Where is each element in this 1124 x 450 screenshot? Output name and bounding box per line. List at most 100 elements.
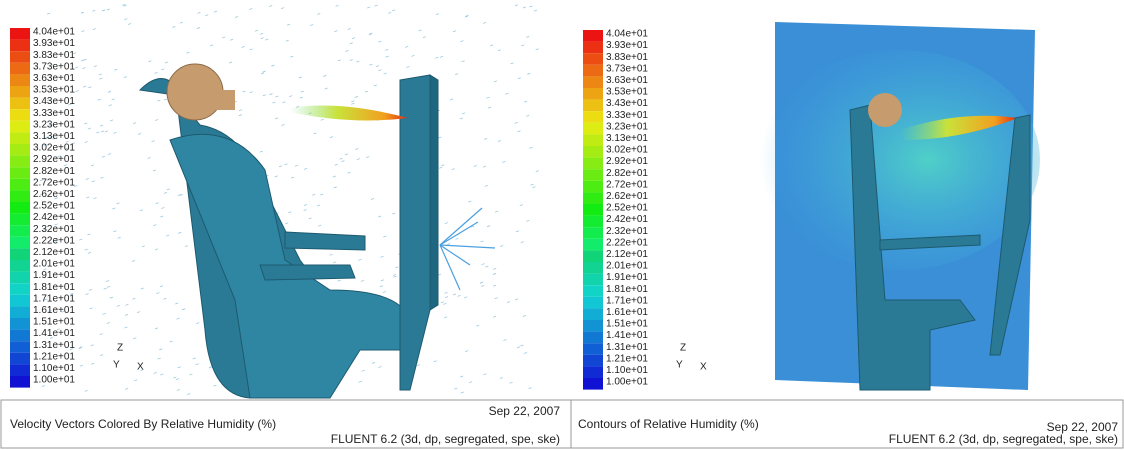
vector xyxy=(362,370,365,371)
vector xyxy=(81,60,84,61)
vector xyxy=(81,12,84,13)
vector xyxy=(523,315,526,316)
vector xyxy=(99,74,102,75)
vector xyxy=(193,358,196,359)
colorbar-label: 3.13e+01 xyxy=(33,131,75,142)
vector xyxy=(485,185,488,186)
vector xyxy=(480,282,483,283)
vector xyxy=(495,211,498,212)
vector xyxy=(483,374,486,375)
colorbar-label: 3.73e+01 xyxy=(606,63,648,74)
vector xyxy=(453,31,456,32)
vector xyxy=(460,118,463,119)
vector xyxy=(91,165,94,166)
vector xyxy=(275,118,278,119)
colorbar-swatch xyxy=(583,239,603,251)
vector xyxy=(255,30,258,31)
axis-y: Y xyxy=(676,360,683,371)
vector xyxy=(118,237,121,238)
colorbar-swatch xyxy=(583,111,603,123)
vector xyxy=(214,11,217,12)
vector xyxy=(196,364,199,365)
vector xyxy=(505,93,508,94)
vector xyxy=(357,159,360,160)
vector xyxy=(167,189,170,190)
vector xyxy=(260,151,263,152)
vector xyxy=(494,81,497,82)
vector xyxy=(76,91,79,92)
vector xyxy=(260,33,263,34)
vector xyxy=(271,65,274,66)
colorbar-label: 2.82e+01 xyxy=(606,168,648,179)
vector xyxy=(340,158,343,159)
vector xyxy=(94,66,97,67)
colorbar-label: 1.71e+01 xyxy=(606,295,648,306)
vector xyxy=(474,166,477,167)
axis-y: Y xyxy=(113,360,120,371)
colorbar-swatch xyxy=(583,262,603,274)
vector xyxy=(263,95,266,96)
vector xyxy=(386,56,389,57)
vector xyxy=(445,297,448,298)
vector xyxy=(460,376,463,377)
vector xyxy=(261,38,264,39)
colorbar-label: 2.52e+01 xyxy=(33,201,75,212)
vector xyxy=(453,294,456,295)
vector xyxy=(300,97,303,98)
vector xyxy=(358,259,361,260)
colorbar-label: 3.63e+01 xyxy=(606,75,648,86)
vector xyxy=(321,119,324,120)
vector xyxy=(366,157,369,158)
colorbar-swatch xyxy=(10,330,30,342)
vector xyxy=(197,12,200,13)
vector xyxy=(275,176,278,177)
colorbar-swatch xyxy=(10,167,30,179)
vector xyxy=(361,280,364,281)
vector xyxy=(160,286,163,287)
vector xyxy=(81,31,84,32)
vector xyxy=(154,372,157,373)
vector xyxy=(455,74,458,75)
neck xyxy=(210,90,235,110)
vector xyxy=(124,327,127,328)
colorbar-swatch xyxy=(583,320,603,332)
colorbar-label: 1.61e+01 xyxy=(33,305,75,316)
colorbar-label: 2.12e+01 xyxy=(606,249,648,260)
vector xyxy=(155,249,158,250)
vector xyxy=(351,103,354,104)
colorbar-swatch xyxy=(10,353,30,365)
vector xyxy=(378,41,381,42)
vector xyxy=(335,164,338,165)
vector xyxy=(338,280,341,281)
vector xyxy=(173,377,176,378)
vector xyxy=(75,67,78,68)
vector xyxy=(161,208,164,209)
vector xyxy=(286,40,289,41)
vector xyxy=(92,10,95,11)
colorbar-label: 2.22e+01 xyxy=(606,237,648,248)
colorbar-label: 1.41e+01 xyxy=(33,328,75,339)
colorbar-swatch xyxy=(583,158,603,170)
colorbar-swatch xyxy=(583,332,603,344)
vector xyxy=(229,62,232,63)
colorbar-label: 2.42e+01 xyxy=(606,214,648,225)
colorbar-swatch xyxy=(10,376,30,388)
vector xyxy=(124,19,127,20)
vector xyxy=(92,181,95,182)
colorbar-label: 1.31e+01 xyxy=(33,340,75,351)
vector xyxy=(165,62,168,63)
vector xyxy=(524,101,527,102)
colorbar-swatch xyxy=(583,227,603,239)
vector xyxy=(441,165,444,166)
colorbar-label: 2.52e+01 xyxy=(606,203,648,214)
vector xyxy=(112,208,115,209)
colorbar-swatch xyxy=(10,225,30,237)
vector xyxy=(124,5,127,6)
vector xyxy=(177,390,180,391)
colorbar-swatch xyxy=(10,74,30,86)
vector xyxy=(110,120,113,121)
vector xyxy=(94,198,97,199)
vector xyxy=(352,38,355,39)
vector xyxy=(493,268,496,269)
colorbar-swatch xyxy=(10,40,30,52)
